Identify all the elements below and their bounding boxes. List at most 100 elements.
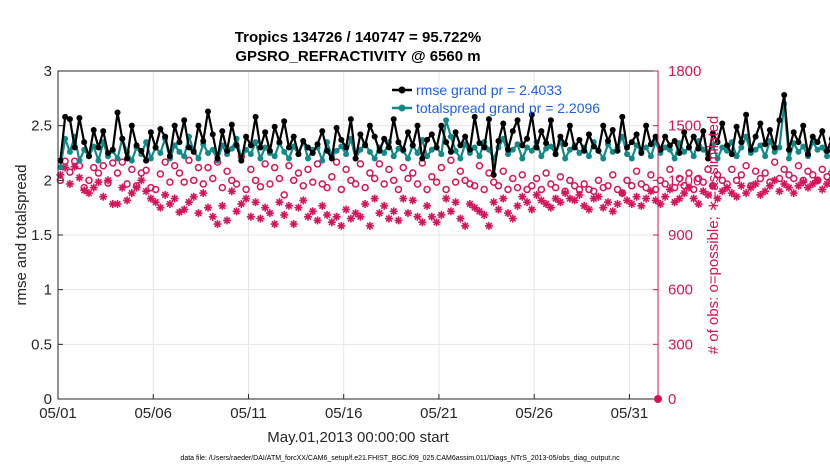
obs-assimilated-point (646, 187, 655, 196)
obs-assimilated-point (584, 205, 593, 214)
rmse-point (347, 116, 354, 123)
rmse-point (171, 122, 178, 129)
rmse-point (700, 128, 707, 135)
right-tick-label: 1800 (668, 63, 701, 80)
rmse-point (457, 142, 464, 149)
obs-assimilated-point (546, 203, 555, 212)
obs-assimilated-point (337, 221, 346, 230)
obs-possible-point (351, 180, 360, 188)
rmse-point (776, 117, 783, 124)
obs-possible-point (389, 176, 398, 185)
totalspread-point (562, 155, 569, 162)
obs-assimilated-point (208, 212, 217, 221)
right-tick-label: 900 (668, 227, 693, 244)
rmse-point (281, 118, 288, 125)
rmse-point (824, 147, 830, 154)
obs-possible-point (494, 182, 503, 190)
rmse-point (109, 146, 116, 153)
obs-possible-point (342, 165, 350, 174)
totalspread-point (733, 153, 740, 160)
obs-assimilated-point (75, 173, 84, 182)
rmse-point (743, 111, 750, 118)
obs-possible-point (175, 169, 184, 177)
rmse-point (533, 144, 540, 151)
obs-assimilated-point (323, 210, 332, 219)
obs-possible-point (180, 178, 188, 186)
totalspread-point (305, 155, 311, 162)
obs-possible-point (189, 176, 198, 185)
obs-assimilated-point (232, 207, 241, 216)
obs-possible-point (151, 185, 160, 194)
left-tick-label: 2 (44, 172, 52, 189)
rmse-point (819, 128, 826, 135)
totalspread-point (262, 144, 269, 151)
obs-possible-point (285, 162, 293, 170)
obs-assimilated-point (575, 190, 584, 199)
rmse-point (133, 142, 140, 149)
obs-assimilated-point (742, 189, 751, 198)
rmse-point (247, 142, 254, 149)
obs-possible-point (504, 185, 512, 194)
obs-possible-point (470, 182, 479, 190)
obs-assimilated-point (813, 176, 822, 185)
obs-possible-point (818, 165, 827, 174)
rmse-point (95, 144, 102, 151)
rmse-point (143, 157, 150, 164)
rmse-point (647, 141, 654, 148)
totalspread-point (719, 144, 726, 151)
totalspread-point (543, 145, 550, 152)
totalspread-point (671, 155, 678, 162)
x-tick-label: 05/26 (515, 405, 553, 422)
totalspread-point (476, 153, 483, 160)
totalspread-point (776, 144, 783, 151)
rmse-point (157, 125, 164, 132)
totalspread-point (457, 155, 464, 162)
obs-assimilated-point (404, 209, 412, 218)
x-tick-label: 05/16 (325, 405, 363, 422)
obs-assimilated-point (489, 198, 498, 207)
rmse-point (505, 146, 511, 153)
obs-possible-point (594, 176, 603, 185)
rmse-point (57, 157, 64, 164)
obs-assimilated-point (461, 221, 470, 230)
x-tick-label: 05/31 (611, 405, 649, 422)
rmse-point (243, 133, 250, 140)
totalspread-point (600, 155, 607, 162)
obs-assimilated-point (613, 200, 622, 209)
rmse-point (209, 131, 216, 138)
obs-assimilated-point (784, 183, 793, 192)
left-tick-label: 0 (44, 391, 52, 408)
y-axis-label-right: # of obs: o=possible; ∗=assimilated (705, 116, 722, 355)
totalspread-point (366, 148, 373, 155)
obs-possible-point (551, 183, 560, 192)
rmse-point (514, 117, 521, 124)
rmse-point (805, 151, 811, 158)
obs-assimilated-point (761, 187, 770, 196)
x-tick-label: 05/11 (230, 405, 266, 422)
obs-possible-point (623, 176, 631, 185)
obs-assimilated-point (446, 207, 455, 216)
obs-possible-point (399, 163, 407, 172)
totalspread-point (471, 144, 478, 151)
obs-possible-point (261, 160, 269, 168)
totalspread-point (662, 144, 669, 151)
rmse-point (666, 142, 673, 149)
rmse-point (195, 122, 202, 129)
rmse-point (485, 116, 492, 123)
obs-assimilated-point (508, 214, 517, 223)
rmse-point (200, 137, 207, 144)
rmse-point (633, 131, 640, 138)
grid (58, 71, 658, 399)
obs-assimilated-point (775, 187, 784, 196)
rmse-point (662, 133, 669, 140)
rmse-point (757, 120, 764, 127)
obs-assimilated-point (642, 194, 651, 203)
rmse-point (585, 131, 592, 138)
rmse-point (752, 133, 759, 140)
rmse-point (343, 144, 350, 151)
obs-assimilated-point (165, 200, 174, 209)
rmse-point (595, 147, 602, 154)
obs-possible-point (713, 171, 722, 179)
totalspread-point (371, 155, 378, 162)
